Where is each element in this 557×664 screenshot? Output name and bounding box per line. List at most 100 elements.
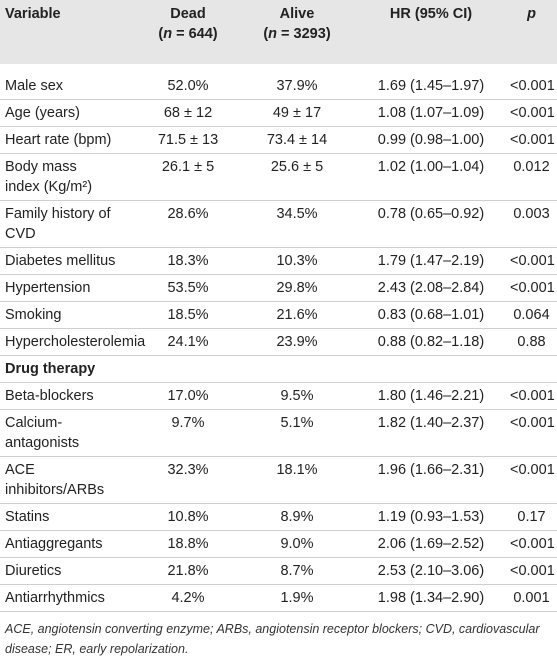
- value-cell: 17.0%: [138, 382, 238, 410]
- value-cell: 0.17: [506, 503, 557, 531]
- variable-cell: Male sex: [0, 64, 138, 100]
- variable-cell: Family history of CVD: [0, 200, 138, 248]
- value-cell: 1.9%: [238, 584, 356, 612]
- table-row: Antiaggregants 18.8% 9.0% 2.06 (1.69–2.52) <…: [0, 530, 557, 558]
- value-cell: 0.001: [506, 584, 557, 612]
- value-cell: 18.5%: [138, 301, 238, 329]
- value-cell: 4.2%: [138, 584, 238, 612]
- variable-cell: Age (years): [0, 99, 138, 127]
- value-cell: <0.001: [506, 409, 557, 457]
- variable-line: Smoking: [5, 307, 62, 323]
- value-cell: 0.064: [506, 301, 557, 329]
- variable-cell: Diuretics: [0, 557, 138, 585]
- value-cell: 28.6%: [138, 200, 238, 248]
- header-text: (: [158, 26, 164, 42]
- variable-line: Male sex: [5, 78, 64, 94]
- value-cell: 1.82 (1.40–2.37): [356, 409, 506, 457]
- value-cell: 9.0%: [238, 530, 356, 558]
- value-cell: <0.001: [506, 557, 557, 585]
- variable-cell: Beta-blockers: [0, 382, 138, 410]
- variable-line: Family history of: [5, 206, 111, 222]
- value-cell: <0.001: [506, 99, 557, 127]
- value-cell: 73.4 ± 14: [238, 126, 356, 154]
- header-cell: Variable: [0, 0, 138, 64]
- header-cell: HR (95% CI): [356, 0, 506, 64]
- value-cell: 21.6%: [238, 301, 356, 329]
- value-cell: 1.98 (1.34–2.90): [356, 584, 506, 612]
- header-line: (n = 644): [142, 24, 234, 44]
- value-cell: 71.5 ± 13: [138, 126, 238, 154]
- value-cell: 25.6 ± 5: [238, 153, 356, 201]
- value-cell: 1.96 (1.66–2.31): [356, 456, 506, 504]
- variable-cell: Heart rate (bpm): [0, 126, 138, 154]
- table-row: Heart rate (bpm) 71.5 ± 13 73.4 ± 14 0.99 (…: [0, 126, 557, 154]
- value-cell: <0.001: [506, 382, 557, 410]
- table-row: Hypertension 53.5% 29.8% 2.43 (2.08–2.84) <0…: [0, 274, 557, 302]
- variable-line: Hypertension: [5, 280, 91, 296]
- value-cell: 24.1%: [138, 328, 238, 356]
- variable-cell: Smoking: [0, 301, 138, 329]
- variable-line: ACE: [5, 462, 35, 478]
- value-cell: 18.3%: [138, 247, 238, 275]
- variable-line: Antiarrhythmics: [5, 590, 105, 606]
- header-line: Alive: [279, 6, 315, 22]
- variable-cell: Hypertension: [0, 274, 138, 302]
- value-cell: 10.3%: [238, 247, 356, 275]
- value-cell: 0.88: [506, 328, 557, 356]
- value-cell: 34.5%: [238, 200, 356, 248]
- value-cell: 8.9%: [238, 503, 356, 531]
- value-cell: <0.001: [506, 530, 557, 558]
- value-cell: 1.79 (1.47–2.19): [356, 247, 506, 275]
- value-cell: 2.53 (2.10–3.06): [356, 557, 506, 585]
- footnote: ACE, angiotensin converting enzyme; ARBs…: [5, 622, 540, 656]
- value-cell: 18.8%: [138, 530, 238, 558]
- value-cell: <0.001: [506, 247, 557, 275]
- table-row: Diabetes mellitus 18.3% 10.3% 1.79 (1.47–2.…: [0, 247, 557, 275]
- value-cell: 18.1%: [238, 456, 356, 504]
- variable-cell: Antiaggregants: [0, 530, 138, 558]
- value-cell: <0.001: [510, 78, 555, 94]
- variable-cell: Hypercholesterolemia: [0, 328, 145, 356]
- variable-cell: Body mass index (Kg/m²): [0, 153, 138, 201]
- value-cell: 1.80 (1.46–2.21): [356, 382, 506, 410]
- value-cell: 49 ± 17: [238, 99, 356, 127]
- header-text: n: [268, 26, 278, 42]
- header-line: HR (95% CI): [389, 6, 473, 22]
- variable-line: Diabetes mellitus: [5, 253, 116, 269]
- table-row: Beta-blockers 17.0% 9.5% 1.80 (1.46–2.21) <0…: [0, 382, 557, 410]
- variable-line: Heart rate (bpm): [5, 132, 112, 148]
- table-row: Drug therapy: [0, 355, 557, 383]
- value-cell: 32.3%: [138, 456, 238, 504]
- header-text: = 644): [172, 26, 218, 42]
- variable-cell: Statins: [0, 503, 138, 531]
- header-row: Variable Dead (n = 644) Alive (n = 3293) HR (…: [0, 0, 557, 64]
- variable-line: Beta-blockers: [5, 388, 94, 404]
- variable-line: index (Kg/m²): [5, 179, 93, 195]
- table-row: Family history of CVD 28.6% 34.5% 0.78 (0.65…: [0, 200, 557, 248]
- variable-line: Antiaggregants: [5, 536, 103, 552]
- value-cell: 8.7%: [238, 557, 356, 585]
- value-cell: 0.012: [506, 153, 557, 201]
- variable-cell: Antiarrhythmics: [0, 584, 138, 612]
- value-cell: 9.5%: [238, 382, 356, 410]
- value-cell: 52.0%: [167, 78, 209, 94]
- header-cell: Alive (n = 3293): [238, 0, 356, 64]
- table-row: Body mass index (Kg/m²) 26.1 ± 5 25.6 ± 5 1.…: [0, 153, 557, 201]
- value-cell: 68 ± 12: [138, 99, 238, 127]
- header-text: p: [527, 6, 536, 22]
- value-cell: 0.83 (0.68–1.01): [356, 301, 506, 329]
- variable-line: Statins: [5, 509, 50, 525]
- value-cell: 10.8%: [138, 503, 238, 531]
- variable-line: Age (years): [5, 105, 80, 121]
- header-text: = 3293): [277, 26, 331, 42]
- value-cell: 0.003: [506, 200, 557, 248]
- data-table: Variable Dead (n = 644) Alive (n = 3293) HR (…: [0, 0, 557, 612]
- value-cell: 26.1 ± 5: [138, 153, 238, 201]
- header-text: (: [263, 26, 269, 42]
- table-row: Calcium-antagonists 9.7% 5.1% 1.82 (1.40–2.…: [0, 409, 557, 457]
- value-cell: 0.88 (0.82–1.18): [356, 328, 506, 356]
- value-cell: 37.9%: [276, 78, 318, 94]
- header-cell: p: [506, 0, 557, 64]
